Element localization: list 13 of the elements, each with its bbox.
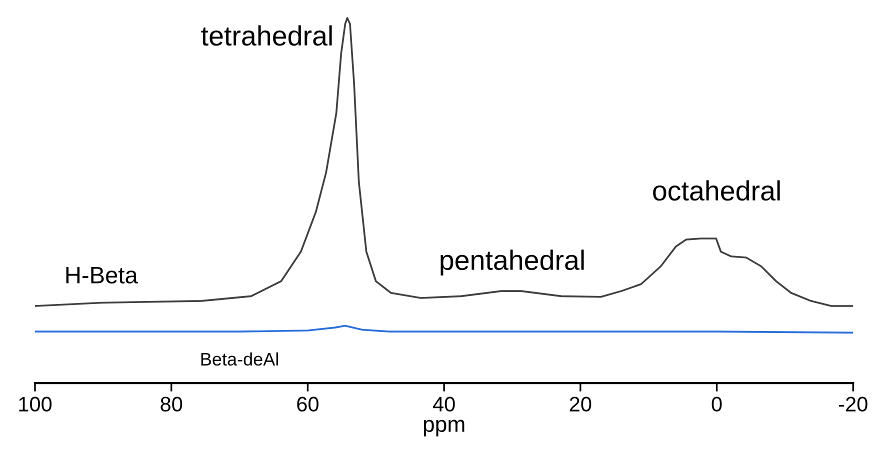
x-tick-label: 20 — [570, 396, 592, 412]
annotation: pentahedral — [440, 250, 584, 276]
x-tick-label: 100 — [19, 396, 52, 412]
series-label: H-Beta — [66, 267, 138, 284]
annotation: tetrahedral — [201, 25, 332, 46]
x-tick-label: 40 — [432, 396, 455, 412]
x-tick-label: -20 — [838, 396, 868, 412]
series-label: Beta-deAl — [201, 352, 278, 366]
x-tick-label: 60 — [297, 396, 318, 412]
annotation: octahedral — [653, 180, 780, 201]
x-tick-label: 80 — [160, 396, 182, 412]
x-tick-label: 0 — [712, 396, 722, 412]
x-axis-title: ppm — [424, 420, 464, 436]
